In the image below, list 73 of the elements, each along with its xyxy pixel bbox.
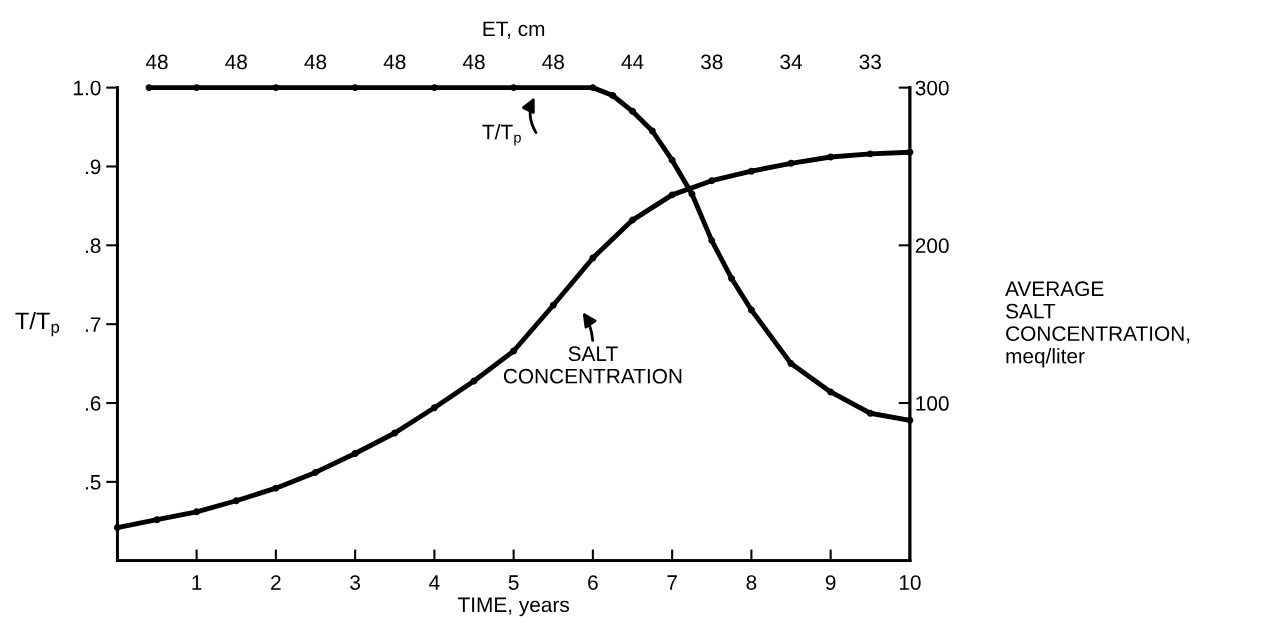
point — [688, 190, 696, 198]
point — [549, 301, 557, 309]
x-tick-label: 3 — [350, 575, 360, 590]
point — [391, 429, 399, 437]
text: 48 — [145, 54, 168, 70]
point — [113, 524, 121, 532]
point — [866, 409, 874, 417]
y-tick-label: .6 — [85, 396, 101, 411]
point — [589, 84, 597, 92]
y-tick-label: .5 — [85, 475, 101, 490]
point — [193, 84, 201, 92]
y2-tick-label: 200 — [915, 238, 949, 254]
x-tick-label: 8 — [746, 575, 757, 590]
x-tick-label: 9 — [825, 575, 836, 590]
point — [193, 508, 201, 516]
text: 44 — [621, 54, 644, 70]
text: 34 — [780, 54, 802, 70]
y2-axis-title: AVERAGE SALT CONCENTRATION, meq/liter — [1005, 281, 1190, 368]
text: 38 — [700, 54, 723, 70]
point — [648, 127, 656, 135]
text: 48 — [462, 54, 485, 70]
point — [272, 484, 280, 492]
text: 33 — [859, 54, 881, 70]
x-tick-label: 7 — [667, 575, 677, 590]
point — [589, 254, 597, 262]
point — [827, 153, 835, 161]
text: 48 — [383, 54, 406, 70]
point — [787, 159, 795, 167]
point — [629, 107, 636, 115]
annotation: SALT CONCENTRATION — [503, 346, 682, 384]
point — [708, 177, 716, 185]
point — [351, 450, 359, 457]
text: 48 — [542, 54, 564, 70]
point — [430, 84, 438, 92]
x-tick-label: 1 — [192, 575, 202, 590]
point — [708, 237, 716, 245]
x-tick-label: 6 — [588, 575, 598, 590]
x-tick-label: 5 — [508, 575, 519, 590]
x-axis-title: TIME, years — [457, 597, 570, 617]
point — [866, 150, 874, 158]
point — [430, 404, 438, 412]
y2-tick-label: 100 — [916, 396, 949, 411]
point — [351, 84, 359, 92]
y-tick-label: 1.0 — [74, 80, 101, 96]
x-tick-label: 4 — [429, 575, 440, 590]
text: 48 — [304, 54, 327, 70]
point — [145, 84, 153, 92]
y-tick-label: .8 — [85, 238, 101, 254]
point — [510, 347, 518, 355]
point — [153, 516, 161, 524]
point — [747, 306, 755, 314]
point — [272, 84, 280, 92]
y-tick-label: .9 — [85, 159, 101, 175]
point — [827, 388, 835, 396]
point — [747, 167, 755, 175]
point — [906, 148, 914, 156]
y-axis-title: T/T$_{p}$ — [15, 311, 60, 337]
point — [609, 92, 617, 99]
annotation: T/T$_{p}$ — [482, 124, 521, 146]
y2-tick-label: 300 — [915, 80, 949, 96]
text: ET, cm — [483, 21, 545, 39]
point — [629, 216, 636, 224]
point — [728, 274, 736, 282]
y-tick-label: .7 — [85, 317, 101, 332]
point — [312, 468, 319, 476]
text: 48 — [225, 54, 247, 70]
point — [668, 191, 676, 199]
point — [232, 497, 240, 505]
x-tick-label: 2 — [271, 575, 281, 590]
point — [668, 156, 676, 164]
point — [510, 84, 518, 92]
point — [787, 360, 795, 368]
x-tick-label: 10 — [899, 575, 921, 590]
